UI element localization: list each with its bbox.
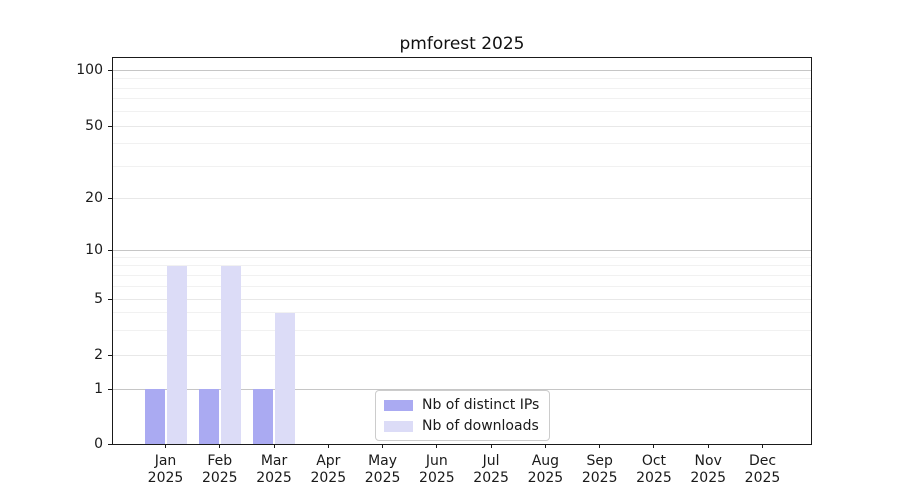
x-tick-label-month: Feb — [207, 453, 233, 469]
major-gridline — [113, 197, 811, 199]
bar-nb-of-distinct-ips — [253, 389, 274, 444]
x-tick-label-month: Oct — [641, 453, 667, 469]
x-tick-label: Nov 2025 — [678, 453, 738, 487]
x-tick-label-month: Nov — [694, 453, 722, 469]
legend-item: Nb of downloads — [384, 418, 539, 434]
major-gridline — [113, 388, 811, 390]
bar-nb-of-distinct-ips — [144, 389, 165, 444]
x-tick-label: May 2025 — [353, 453, 413, 487]
x-tick — [382, 444, 384, 448]
y-tick — [108, 388, 112, 390]
y-tick — [108, 69, 112, 71]
major-gridline — [113, 69, 811, 71]
minor-gridline — [113, 87, 811, 89]
x-tick — [219, 444, 221, 448]
x-tick — [273, 444, 275, 448]
y-tick-label: 5 — [94, 291, 103, 307]
major-gridline — [113, 298, 811, 300]
y-tick — [108, 249, 112, 251]
x-tick-label-month: Jan — [154, 453, 177, 469]
x-tick — [327, 444, 329, 448]
x-tick-label: Aug 2025 — [515, 453, 575, 487]
minor-gridline — [113, 274, 811, 276]
legend-swatch — [384, 399, 413, 411]
minor-gridline — [113, 256, 811, 258]
x-tick-label-year: 2025 — [201, 470, 238, 487]
x-tick-label: Mar 2025 — [244, 453, 304, 487]
y-tick — [108, 354, 112, 356]
minor-gridline — [113, 329, 811, 331]
legend-label: Nb of distinct IPs — [422, 397, 540, 413]
legend-item: Nb of distinct IPs — [384, 397, 539, 413]
x-tick-label: Jan 2025 — [136, 453, 196, 487]
minor-gridline — [113, 165, 811, 167]
minor-gridline — [113, 143, 811, 145]
bar-nb-of-downloads — [220, 265, 241, 444]
x-tick-label-month: Apr — [316, 453, 341, 469]
y-tick-label: 10 — [85, 242, 103, 258]
x-tick — [653, 444, 655, 448]
major-gridline — [113, 249, 811, 251]
x-tick-label: Oct 2025 — [624, 453, 684, 487]
x-tick — [599, 444, 601, 448]
x-tick-label: Jul 2025 — [461, 453, 521, 487]
x-tick-label-month: Aug — [531, 453, 560, 469]
x-tick-label-year: 2025 — [256, 470, 292, 487]
x-tick — [707, 444, 709, 448]
x-tick-label: Apr 2025 — [298, 453, 358, 487]
x-tick-label-year: 2025 — [310, 470, 347, 487]
x-tick-label: Jun 2025 — [407, 453, 467, 487]
x-tick-label-year: 2025 — [419, 470, 455, 487]
bar-nb-of-downloads — [166, 265, 187, 444]
legend-label: Nb of downloads — [422, 418, 539, 434]
x-tick-label-year: 2025 — [527, 470, 564, 487]
legend-swatch — [384, 420, 413, 432]
major-gridline — [113, 125, 811, 127]
x-tick-label-month: Sep — [586, 453, 613, 469]
y-tick-label: 1 — [94, 381, 103, 397]
x-tick-label-year: 2025 — [581, 470, 618, 487]
x-tick-label-month: May — [368, 453, 398, 469]
legend: Nb of distinct IPs Nb of downloads — [375, 390, 551, 441]
x-tick-label: Feb 2025 — [190, 453, 250, 487]
major-gridline — [113, 354, 811, 356]
x-tick — [762, 444, 763, 448]
x-tick — [490, 444, 492, 448]
x-tick — [165, 444, 166, 448]
x-tick — [544, 444, 546, 448]
y-tick — [108, 125, 112, 127]
bar-nb-of-distinct-ips — [198, 389, 219, 444]
minor-gridline — [113, 98, 811, 100]
x-tick-label-month: Jul — [482, 453, 500, 469]
x-tick-label-year: 2025 — [473, 470, 509, 487]
y-tick-label: 20 — [85, 190, 103, 206]
y-tick-label: 0 — [94, 436, 103, 452]
y-tick — [108, 443, 112, 445]
x-tick — [436, 444, 438, 448]
y-tick — [108, 298, 112, 300]
x-tick-label-month: Mar — [260, 453, 288, 469]
minor-gridline — [113, 110, 811, 112]
x-tick-label-month: Dec — [748, 453, 777, 469]
x-tick-label: Sep 2025 — [570, 453, 630, 487]
x-tick-label-year: 2025 — [364, 470, 401, 487]
y-tick-label: 2 — [94, 347, 103, 363]
y-tick-label: 100 — [76, 62, 103, 78]
bar-nb-of-downloads — [275, 312, 296, 444]
x-tick-label-year: 2025 — [147, 470, 184, 487]
minor-gridline — [113, 265, 811, 267]
x-tick-label-year: 2025 — [744, 470, 781, 487]
x-tick-label-year: 2025 — [690, 470, 727, 487]
x-tick-label-year: 2025 — [636, 470, 672, 487]
x-tick-label-month: Jun — [425, 453, 448, 469]
y-tick — [108, 197, 112, 199]
minor-gridline — [113, 312, 811, 314]
chart-title: pmforest 2025 — [399, 34, 525, 54]
plot-area: Jan 2025 Feb 2025 Mar 2025 Apr 2025 May 2025 Jun 20… — [76, 57, 812, 486]
minor-gridline — [113, 78, 811, 79]
y-tick-label: 50 — [85, 118, 103, 134]
x-tick-label: Dec 2025 — [733, 453, 793, 487]
minor-gridline — [113, 285, 811, 287]
